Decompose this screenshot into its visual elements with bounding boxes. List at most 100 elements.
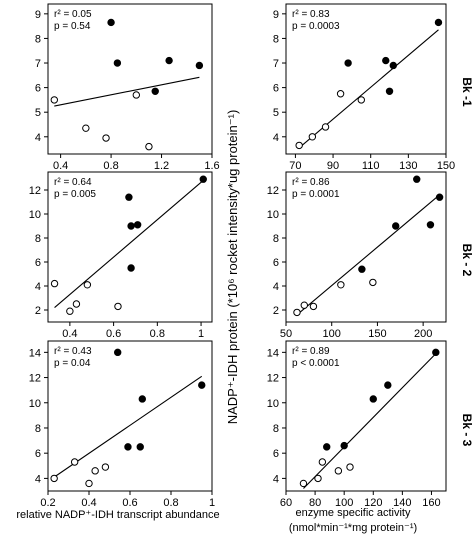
open-point — [102, 134, 110, 142]
stats-annotation: p = 0.005 — [54, 189, 96, 200]
y-tick-label: 6 — [273, 448, 279, 460]
y-tick-label: 4 — [35, 281, 41, 293]
filled-point — [165, 56, 173, 65]
x-tick-label: 150 — [368, 328, 386, 340]
filled-point — [426, 221, 435, 229]
filled-point — [432, 348, 440, 357]
x-tick-label: 0.4 — [53, 160, 68, 172]
y-tick-label: 10 — [29, 209, 41, 221]
y-tick-label: 12 — [267, 373, 279, 385]
stats-annotation: r² = 0.05 — [54, 9, 92, 20]
open-point — [309, 302, 318, 311]
x-tick-label: 0.4 — [62, 328, 77, 340]
x-tick-label: 160 — [422, 497, 440, 509]
x-tick-label: 100 — [323, 328, 341, 340]
filled-point — [113, 59, 122, 67]
open-point — [295, 141, 303, 150]
filled-point — [369, 395, 377, 403]
filled-point — [198, 381, 206, 389]
filled-point — [125, 193, 133, 201]
x-tick-label: 0.2 — [40, 497, 55, 509]
y-tick-label: 5 — [35, 107, 41, 119]
x-axis-label-right-line1: enzyme specific activity — [296, 507, 411, 519]
plot-frame — [47, 3, 213, 155]
stats-annotation: r² = 0.86 — [292, 177, 330, 188]
x-tick-label: 200 — [414, 328, 432, 340]
filled-point — [151, 87, 159, 95]
y-tick-label: 10 — [267, 398, 279, 410]
y-tick-label: 4 — [35, 132, 41, 144]
open-point — [314, 474, 322, 483]
filled-point — [340, 441, 348, 450]
stats-annotation: p = 0.0001 — [292, 189, 340, 200]
open-point — [85, 479, 93, 488]
x-tick-label: 60 — [280, 497, 292, 509]
x-tick-label: 120 — [364, 497, 382, 509]
row-label-3: Bk - 3 — [460, 414, 474, 447]
open-point — [357, 96, 365, 104]
plot-frame — [285, 171, 447, 323]
y-tick-label: 4 — [273, 132, 279, 144]
y-tick-label: 9 — [35, 9, 41, 21]
x-tick-label: 90 — [327, 160, 339, 172]
open-point — [336, 90, 345, 98]
y-tick-label: 4 — [273, 473, 279, 485]
open-point — [346, 463, 354, 471]
open-point — [334, 467, 343, 475]
y-tick-label: 2 — [35, 305, 41, 317]
x-tick-label: 0.6 — [122, 497, 137, 509]
x-axis-label-right-line2: (nmol*min⁻¹*mg protein⁻¹) — [289, 522, 417, 534]
y-tick-label: 8 — [35, 423, 41, 435]
filled-point — [392, 222, 400, 230]
x-tick-label: 1.6 — [204, 160, 219, 172]
filled-point — [136, 443, 144, 451]
filled-point — [382, 56, 390, 65]
y-tick-label: 12 — [29, 185, 41, 197]
panel-right-row2: 50 100 150 200 2 4 6 8 10 12 r² = 0.86p = 0.0001 — [267, 171, 447, 340]
filled-point — [413, 175, 421, 183]
x-tick-label: 110 — [362, 160, 380, 172]
x-tick-label: 0.8 — [150, 328, 165, 340]
y-tick-label: 7 — [35, 58, 41, 70]
filled-point — [138, 395, 147, 403]
x-tick-label: 140 — [393, 497, 411, 509]
x-tick-label: 1.2 — [154, 160, 169, 172]
y-tick-label: 10 — [29, 398, 41, 410]
filled-point — [107, 18, 115, 27]
x-axis-label-left: relative NADP⁺-IDH transcript abundance — [16, 509, 219, 521]
x-tick-label: 1 — [209, 497, 215, 509]
y-tick-label: 5 — [273, 107, 279, 119]
y-tick-label: 6 — [273, 83, 279, 95]
plot-frame — [47, 171, 213, 323]
panel-left-row1: 0.4 0.8 1.2 1.6 4 5 6 7 8 9 r² = 0.05p = 0.54 — [35, 3, 220, 172]
plot-frame — [285, 3, 447, 155]
filled-point — [133, 221, 142, 229]
filled-point — [199, 175, 207, 183]
y-tick-label: 14 — [29, 347, 41, 359]
regression-line — [298, 29, 439, 149]
y-tick-label: 7 — [273, 58, 279, 70]
y-tick-label: 12 — [267, 185, 279, 197]
filled-point — [389, 61, 397, 70]
panel-right-row1: 70 90 110 130 150 4 5 6 7 8 9 r² = 0.83p = 0.0003 — [273, 3, 455, 172]
stats-annotation: p < 0.0001 — [292, 358, 340, 369]
x-tick-label: 0.4 — [81, 497, 96, 509]
x-tick-label: 70 — [289, 160, 301, 172]
open-point — [50, 474, 58, 483]
y-tick-label: 12 — [29, 373, 41, 385]
filled-point — [434, 18, 443, 27]
x-tick-label: 50 — [280, 328, 292, 340]
stats-annotation: p = 0.54 — [54, 21, 91, 32]
x-tick-label: 1 — [198, 328, 204, 340]
filled-point — [384, 381, 392, 389]
open-point — [82, 124, 90, 132]
stats-annotation: r² = 0.83 — [292, 9, 330, 20]
y-tick-label: 2 — [273, 305, 279, 317]
filled-point — [358, 265, 366, 273]
y-tick-label: 8 — [273, 33, 279, 45]
regression-line — [303, 353, 437, 489]
regression-line — [54, 179, 204, 309]
open-point — [293, 308, 301, 317]
open-point — [369, 278, 377, 287]
open-point — [321, 123, 330, 131]
